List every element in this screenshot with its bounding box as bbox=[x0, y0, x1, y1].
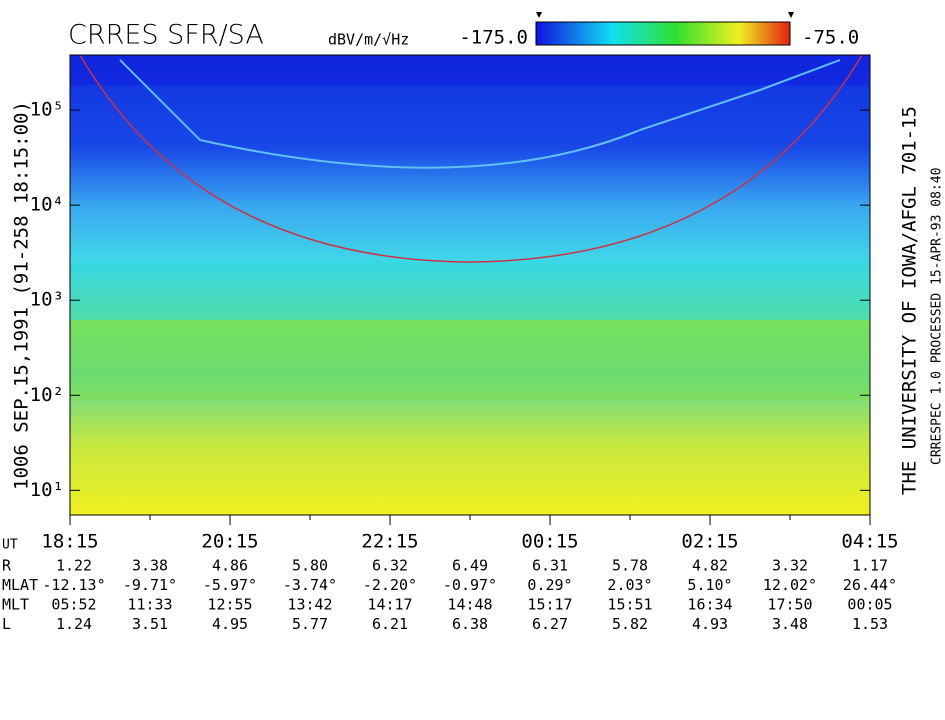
spectrogram-band bbox=[70, 320, 870, 400]
spectrogram-band bbox=[70, 260, 870, 320]
y-tick-label: 10¹ bbox=[30, 479, 64, 501]
ephemeris-value: 5.10° bbox=[687, 576, 732, 594]
ephemeris-value: 15:17 bbox=[527, 596, 572, 614]
colorbar-max: -75.0 bbox=[802, 27, 859, 49]
ephemeris-value: 14:17 bbox=[367, 596, 412, 614]
ephemeris-value: 6.32 bbox=[372, 557, 408, 575]
ephemeris-value: 13:42 bbox=[287, 596, 332, 614]
y-tick-label: 10² bbox=[30, 384, 64, 406]
ephemeris-value: 14:48 bbox=[447, 596, 492, 614]
plasma-cutoff bbox=[79, 54, 863, 263]
x-tick-label: 04:15 bbox=[841, 531, 898, 553]
y-tick-label: 10⁵ bbox=[30, 99, 64, 121]
x-tick-label: 22:15 bbox=[361, 531, 418, 553]
ephemeris-value: 16:34 bbox=[687, 596, 732, 614]
ephemeris-value: 1.22 bbox=[56, 557, 92, 575]
ephemeris-value: 2.03° bbox=[607, 576, 652, 594]
ephemeris-value: 4.82 bbox=[692, 557, 728, 575]
ephemeris-value: 6.27 bbox=[532, 615, 568, 633]
ephemeris-value: 6.21 bbox=[372, 615, 408, 633]
ephemeris-value: 11:33 bbox=[127, 596, 172, 614]
colorbar-unit: dBV/m/√Hz bbox=[328, 31, 409, 49]
ephemeris-value: 26.44° bbox=[843, 576, 897, 594]
colorbar bbox=[535, 21, 791, 46]
ephemeris-value: 4.93 bbox=[692, 615, 728, 633]
x-tick-label: 00:15 bbox=[521, 531, 578, 553]
ephemeris-value: 12.02° bbox=[763, 576, 817, 594]
ut-label: UT bbox=[2, 538, 18, 553]
ephemeris-value: 1.53 bbox=[852, 615, 888, 633]
row-label: L bbox=[2, 615, 11, 633]
emission-trace bbox=[119, 59, 841, 169]
row-label: MLT bbox=[2, 596, 29, 614]
colorbar-markers bbox=[536, 12, 794, 18]
spectrogram-band bbox=[70, 55, 870, 85]
ephemeris-value: 00:05 bbox=[847, 596, 892, 614]
ephemeris-value: -0.97° bbox=[443, 576, 497, 594]
row-label: R bbox=[2, 557, 12, 575]
ephemeris-value: -2.20° bbox=[363, 576, 417, 594]
ephemeris-value: 1.24 bbox=[56, 615, 92, 633]
x-tick-label: 20:15 bbox=[201, 531, 258, 553]
ephemeris-value: 3.48 bbox=[772, 615, 808, 633]
colorbar-min: -175.0 bbox=[459, 27, 528, 49]
ephemeris-value: 15:51 bbox=[607, 596, 652, 614]
ephemeris-value: -12.13° bbox=[42, 576, 105, 594]
ephemeris-value: 5.82 bbox=[612, 615, 648, 633]
ephemeris-value: -9.71° bbox=[123, 576, 177, 594]
ephemeris-value: 3.51 bbox=[132, 615, 168, 633]
ephemeris-value: 3.38 bbox=[132, 557, 168, 575]
row-label: MLAT bbox=[2, 576, 38, 594]
ephemeris-value: 17:50 bbox=[767, 596, 812, 614]
ephemeris-value: 0.29° bbox=[527, 576, 572, 594]
ephemeris-value: 5.78 bbox=[612, 557, 648, 575]
ephemeris-value: 6.49 bbox=[452, 557, 488, 575]
ephemeris-value: 6.38 bbox=[452, 615, 488, 633]
ephemeris-value: 6.31 bbox=[532, 557, 568, 575]
ephemeris-value: 4.86 bbox=[212, 557, 248, 575]
ephemeris-value: -5.97° bbox=[203, 576, 257, 594]
ephemeris-value: 5.77 bbox=[292, 615, 328, 633]
ephemeris-value: 4.95 bbox=[212, 615, 248, 633]
x-tick-label: 02:15 bbox=[681, 531, 738, 553]
ephemeris-value: 5.80 bbox=[292, 557, 328, 575]
left-label: 1006 SEP.15,1991 (91-258 18:15:00) bbox=[11, 101, 33, 490]
x-tick-label: 18:15 bbox=[41, 531, 98, 553]
y-tick-label: 10⁴ bbox=[30, 194, 64, 216]
ephemeris-value: -3.74° bbox=[283, 576, 337, 594]
right-label: THE UNIVERSITY OF IOWA/AFGL 701-15 bbox=[899, 106, 921, 495]
ephemeris-value: 1.17 bbox=[852, 557, 888, 575]
ephemeris-value: 05:52 bbox=[51, 596, 96, 614]
ephemeris-value: 3.32 bbox=[772, 557, 808, 575]
y-tick-label: 10³ bbox=[30, 289, 64, 311]
ephemeris-value: 12:55 bbox=[207, 596, 252, 614]
title: CRRES SFR/SA bbox=[68, 20, 264, 51]
right-label-2: CRRESPEC 1.0 PROCESSED 15-APR-93 08:40 bbox=[930, 168, 945, 465]
